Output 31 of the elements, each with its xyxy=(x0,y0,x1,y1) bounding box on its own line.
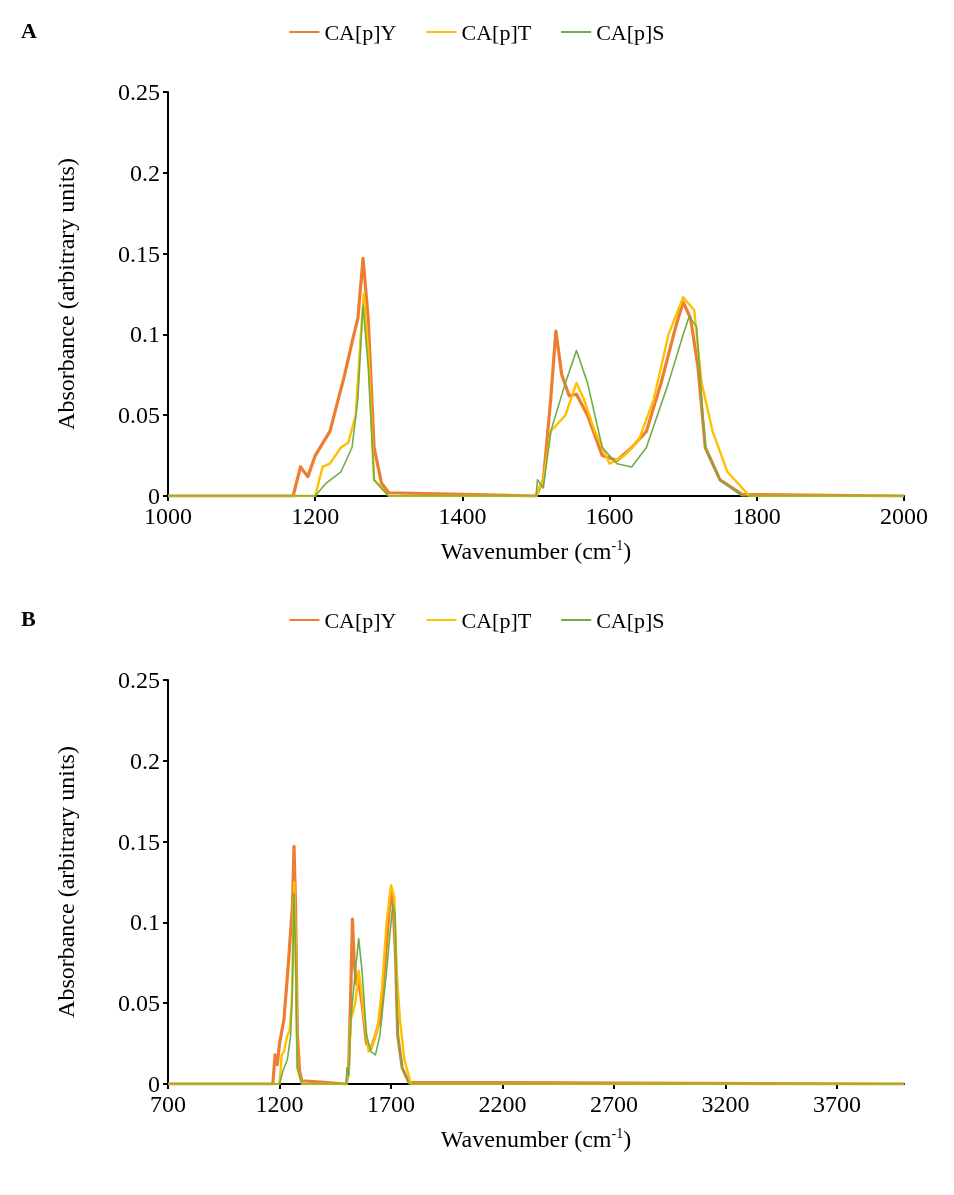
legend-label: CA[p]T xyxy=(461,19,532,45)
y-tick-label: 0.1 xyxy=(130,909,160,936)
x-tick-label: 2700 xyxy=(590,1091,639,1117)
y-axis-title: Absorbance (arbitrary units) xyxy=(53,746,79,1018)
legend-label: CA[p]Y xyxy=(324,19,397,45)
y-tick-label: 0.05 xyxy=(118,402,160,429)
x-tick-label: 2200 xyxy=(478,1091,527,1117)
y-tick-label: 0.2 xyxy=(130,159,160,186)
y-tick-label: 0.1 xyxy=(130,321,160,348)
x-tick-label: 1200 xyxy=(291,503,340,529)
x-tick-label: 1800 xyxy=(732,503,781,529)
x-tick-label: 1600 xyxy=(585,503,634,529)
legend-label: CA[p]S xyxy=(596,19,665,45)
y-tick-label: 0.05 xyxy=(118,990,160,1017)
x-tick-label: 3200 xyxy=(701,1091,750,1117)
x-tick-label: 3700 xyxy=(813,1091,862,1117)
chart-title: A xyxy=(21,17,37,43)
chart-title: B xyxy=(21,605,36,631)
x-tick-label: 1400 xyxy=(438,503,487,529)
y-axis-title: Absorbance (arbitrary units) xyxy=(53,158,79,430)
y-tick-label: 0.15 xyxy=(118,828,160,855)
x-tick-label: 2000 xyxy=(880,503,928,529)
y-tick-label: 0.25 xyxy=(118,667,160,693)
legend-label: CA[p]Y xyxy=(324,607,397,633)
legend-label: CA[p]S xyxy=(596,607,665,633)
y-tick-label: 0.2 xyxy=(130,747,160,774)
legend-label: CA[p]T xyxy=(461,607,532,633)
x-tick-label: 1200 xyxy=(255,1091,304,1117)
y-tick-label: 0.15 xyxy=(118,240,160,267)
y-tick-label: 0.25 xyxy=(118,79,160,105)
x-tick-label: 1700 xyxy=(367,1091,416,1117)
